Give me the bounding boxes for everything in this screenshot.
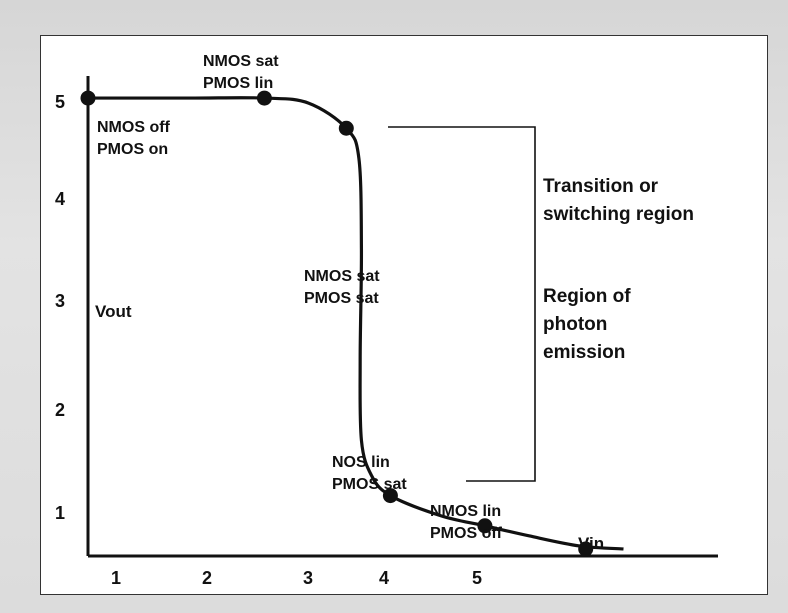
marker-label: PMOS lin [203, 75, 273, 92]
mid-curve-annotation: PMOS sat [304, 290, 379, 307]
region-subtitle: Region of [543, 286, 631, 307]
y-tick-label: 4 [55, 189, 65, 209]
marker-label: PMOS sat [332, 476, 407, 493]
x-tick-label: 5 [472, 568, 482, 588]
region-title: switching region [543, 204, 694, 225]
operating-point-marker [382, 488, 398, 504]
y-tick-label: 1 [55, 503, 65, 523]
y-tick-label: 5 [55, 92, 65, 112]
x-tick-label: 2 [202, 568, 212, 588]
region-title: Transition or [543, 176, 659, 197]
region-subtitle: photon [543, 314, 607, 335]
operating-point-marker [80, 90, 96, 106]
y-tick-label: 2 [55, 400, 65, 420]
mid-curve-annotation: NMOS sat [304, 268, 380, 285]
marker-label: NMOS off [97, 119, 171, 136]
transfer-curve-line [88, 96, 624, 551]
region-subtitle: emission [543, 342, 625, 363]
operating-point-marker [578, 541, 594, 557]
operating-point-marker [256, 90, 272, 106]
marker-label: NOS lin [332, 454, 390, 471]
marker-label: PMOS on [97, 141, 168, 158]
marker-label: NMOS sat [203, 53, 279, 70]
y-tick-label: 3 [55, 291, 65, 311]
marker-label: PMOS off [430, 525, 503, 542]
marker-label: NMOS lin [430, 503, 501, 520]
operating-point-marker [477, 518, 493, 534]
y-axis-label: Vout [95, 302, 132, 321]
x-tick-label: 3 [303, 568, 313, 588]
x-tick-label: 4 [379, 568, 389, 588]
operating-point-marker [338, 120, 354, 136]
region-bracket [388, 126, 536, 482]
x-tick-label: 1 [111, 568, 121, 588]
